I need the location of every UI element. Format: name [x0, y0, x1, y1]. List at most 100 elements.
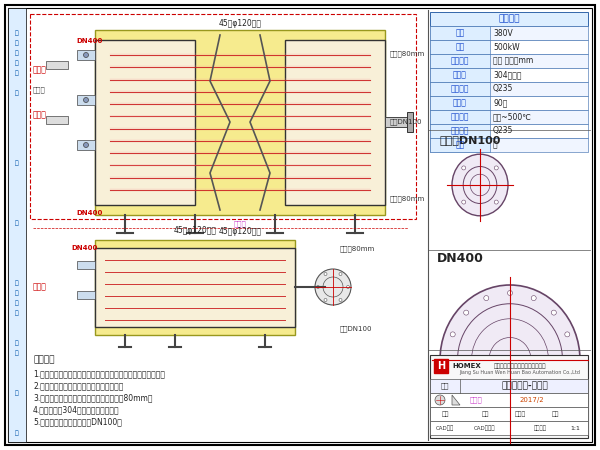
Bar: [95, 248, 295, 327]
Text: 功率: 功率: [455, 42, 464, 51]
Circle shape: [83, 53, 89, 58]
Circle shape: [569, 357, 575, 363]
Text: 保温层80mm: 保温层80mm: [390, 50, 425, 57]
Bar: [430, 110, 490, 124]
Circle shape: [450, 383, 455, 388]
Text: 5.进口按客户实际要求配置DN100。: 5.进口按客户实际要求配置DN100。: [33, 417, 122, 426]
Bar: [430, 124, 588, 138]
Ellipse shape: [440, 285, 580, 435]
Circle shape: [508, 424, 512, 429]
Bar: [430, 54, 588, 68]
Text: DN400: DN400: [72, 245, 98, 251]
Text: DN400: DN400: [77, 38, 103, 44]
Text: 字: 字: [15, 350, 19, 356]
Text: 1:1: 1:1: [570, 426, 580, 431]
Text: 审: 审: [15, 220, 19, 225]
Circle shape: [531, 296, 536, 301]
Text: 水: 水: [493, 140, 497, 149]
Text: 外型尺寸: 外型尺寸: [451, 57, 469, 66]
Text: 常温~500℃: 常温~500℃: [493, 112, 532, 122]
Text: 电压: 电压: [455, 28, 464, 37]
Text: 排污口: 排污口: [233, 220, 247, 227]
Text: 内胆材料: 内胆材料: [451, 85, 469, 94]
Text: 进出口DN100: 进出口DN100: [439, 135, 500, 145]
Circle shape: [494, 166, 498, 170]
Text: 图: 图: [15, 30, 19, 36]
Circle shape: [565, 332, 570, 337]
Text: 2.热电偶安装在出口处，测点在管道中心。: 2.热电偶安装在出口处，测点在管道中心。: [33, 381, 124, 390]
Bar: [46, 61, 68, 69]
Text: 4.加热管采用304不锈钢无缝管材质。: 4.加热管采用304不锈钢无缝管材质。: [33, 405, 119, 414]
Bar: [430, 82, 588, 96]
Text: 罐體加熱器-雙罐體: 罐體加熱器-雙罐體: [502, 382, 548, 391]
Bar: [430, 379, 588, 393]
Bar: [430, 40, 490, 54]
Text: CAD图号: CAD图号: [436, 425, 454, 431]
Circle shape: [531, 419, 536, 424]
Circle shape: [508, 291, 512, 296]
Text: CAD版本号: CAD版本号: [474, 425, 496, 431]
Text: 45根φ120型管: 45根φ120型管: [218, 227, 262, 236]
Bar: [77, 261, 95, 269]
Bar: [77, 140, 95, 150]
Bar: [430, 68, 490, 82]
Bar: [430, 124, 490, 138]
Circle shape: [83, 98, 89, 103]
Circle shape: [462, 166, 466, 170]
Text: 管材质: 管材质: [453, 71, 467, 80]
Circle shape: [450, 332, 455, 337]
Text: DN400: DN400: [437, 252, 484, 265]
Text: 江苏碳文环保自动化设备有限公司: 江苏碳文环保自动化设备有限公司: [494, 363, 546, 369]
Text: 编: 编: [15, 300, 19, 306]
Text: 380V: 380V: [493, 28, 513, 37]
Bar: [95, 240, 295, 335]
Circle shape: [464, 405, 469, 410]
Circle shape: [464, 310, 469, 315]
Text: H: H: [437, 361, 445, 371]
Circle shape: [315, 269, 351, 305]
Bar: [77, 291, 95, 299]
Bar: [430, 12, 588, 26]
Text: 技术要求: 技术要求: [33, 355, 55, 364]
Text: 管数量: 管数量: [453, 99, 467, 108]
Text: 外壳材质: 外壳材质: [451, 126, 469, 135]
Circle shape: [339, 273, 342, 275]
Text: 见图 单位：mm: 见图 单位：mm: [493, 57, 533, 66]
Text: 期: 期: [15, 430, 19, 436]
Bar: [430, 407, 588, 421]
Text: 45根φ120型管: 45根φ120型管: [218, 19, 262, 28]
Bar: [430, 110, 588, 124]
Bar: [385, 117, 410, 127]
Bar: [8, 8, 26, 442]
Bar: [407, 112, 413, 132]
Circle shape: [551, 405, 556, 410]
Circle shape: [484, 296, 489, 301]
Text: 3.外表的保温材料为硅酸铝保温棉，及厚度80mm。: 3.外表的保温材料为硅酸铝保温棉，及厚度80mm。: [33, 393, 152, 402]
Bar: [430, 138, 490, 152]
Bar: [77, 95, 95, 105]
Text: DN400: DN400: [77, 210, 103, 216]
Text: 使用温度: 使用温度: [451, 112, 469, 122]
Bar: [30, 14, 416, 219]
Bar: [95, 40, 195, 205]
Ellipse shape: [452, 154, 508, 216]
Text: 技术参数: 技术参数: [498, 14, 520, 23]
Circle shape: [484, 419, 489, 424]
Text: 图号: 图号: [441, 382, 449, 389]
Bar: [430, 421, 588, 435]
Circle shape: [347, 285, 349, 288]
Text: Q235: Q235: [493, 85, 514, 94]
Text: 图号: 图号: [481, 411, 489, 417]
Bar: [46, 116, 68, 124]
Text: 进口DN100: 进口DN100: [390, 119, 422, 125]
Text: 2017/2: 2017/2: [520, 397, 545, 403]
Text: 纸: 纸: [15, 40, 19, 45]
Text: 签: 签: [15, 340, 19, 346]
Bar: [430, 40, 588, 54]
Bar: [430, 355, 588, 438]
Text: 保温层80mm: 保温层80mm: [340, 245, 375, 252]
Bar: [430, 96, 490, 110]
Circle shape: [339, 298, 342, 302]
Circle shape: [83, 143, 89, 148]
Text: HOMEX: HOMEX: [452, 363, 481, 369]
